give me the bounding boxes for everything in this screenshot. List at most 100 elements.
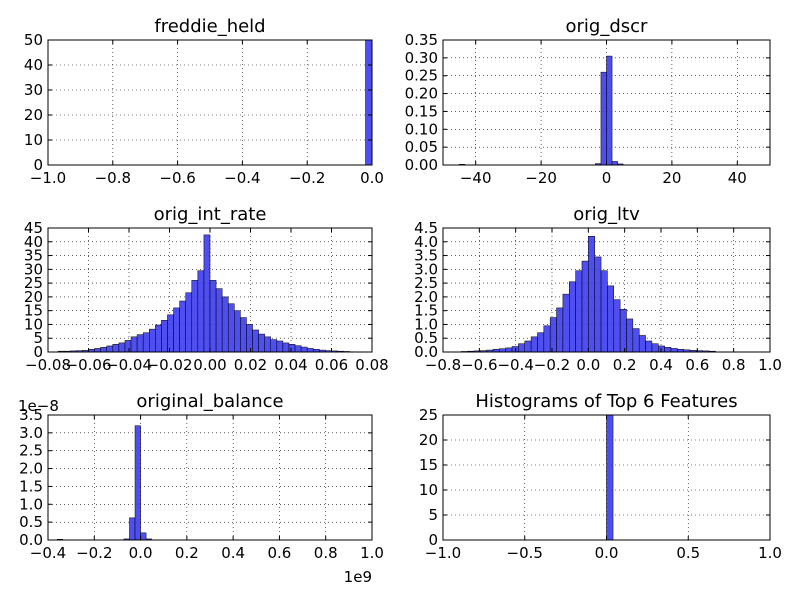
x-tick-label: −0.6 <box>461 356 497 374</box>
bars <box>57 426 151 540</box>
histogram-bar <box>518 344 524 352</box>
y-tick-label: 5 <box>428 506 438 524</box>
histogram-bar <box>639 335 645 352</box>
histogram-bar <box>259 334 265 352</box>
x-tick-label: −0.5 <box>507 544 543 562</box>
histogram-bar <box>265 337 271 352</box>
y-tick-label: 15 <box>419 456 438 474</box>
subplot-title: freddie_held <box>154 16 265 37</box>
histogram-bar <box>569 282 575 352</box>
x-tick-label: 0 <box>602 169 612 187</box>
axes-frame <box>48 40 372 165</box>
x-tick-label: −0.8 <box>95 169 131 187</box>
x-tick-label: −0.2 <box>534 356 570 374</box>
histogram-bar <box>576 271 582 352</box>
y-tick-label: 30 <box>24 81 43 99</box>
y-tick-label: 3.0 <box>19 424 43 442</box>
x-tick-label: −0.2 <box>289 169 325 187</box>
x-tick-label: 0.02 <box>234 356 267 374</box>
y-tick-label: 0.25 <box>405 67 438 85</box>
x-tick-label: 0.2 <box>175 544 199 562</box>
histogram-bar <box>234 311 240 352</box>
bars <box>58 235 356 352</box>
histogram-bar <box>620 309 626 352</box>
histogram-bar <box>366 40 372 165</box>
histogram-bar <box>204 235 210 352</box>
x-tick-label: 0.0 <box>595 544 619 562</box>
histogram-bar <box>595 257 601 352</box>
histogram-bar <box>131 337 137 352</box>
x-tick-label: 1.0 <box>758 356 782 374</box>
y-tick-label: 1.0 <box>19 495 43 513</box>
histogram-bar <box>271 340 277 352</box>
histogram-bar <box>143 333 149 352</box>
y-tick-label: 0.30 <box>405 49 438 67</box>
histogram-bar <box>180 301 186 352</box>
x-tick-label: 0.0 <box>576 356 600 374</box>
histogram-bar <box>601 271 607 352</box>
y-tick-label: 20 <box>419 431 438 449</box>
histogram-bar <box>544 326 550 352</box>
histogram-bar <box>652 344 658 352</box>
subplot-title: Histograms of Top 6 Features <box>475 391 737 412</box>
histogram-bar <box>607 56 613 165</box>
x-tick-label: −0.04 <box>106 356 152 374</box>
histogram-bar <box>186 293 192 352</box>
x-tick-label: −0.06 <box>66 356 112 374</box>
histogram-bar <box>210 280 216 352</box>
histogram-bar <box>135 426 141 540</box>
y-offset-label: 1e−8 <box>18 397 59 415</box>
histogram-bar <box>119 343 125 352</box>
histogram-bar <box>149 329 155 352</box>
y-tick-label: 0.0 <box>19 531 43 549</box>
x-tick-label: 0.6 <box>267 544 291 562</box>
x-tick-label: 1.0 <box>758 544 782 562</box>
gridlines <box>48 40 372 165</box>
histogram-bar <box>161 320 167 352</box>
histogram-bar <box>563 294 569 352</box>
histogram-bar <box>141 533 147 540</box>
x-tick-label: −0.6 <box>159 169 195 187</box>
histogram-bar <box>633 329 639 352</box>
histogram-bar <box>192 280 198 352</box>
x-tick-label: −0.02 <box>147 356 193 374</box>
subplot-title: orig_int_rate <box>154 204 267 225</box>
x-tick-label: 0.4 <box>221 544 245 562</box>
histogram-bar <box>557 308 563 352</box>
x-tick-label: 0.08 <box>355 356 388 374</box>
histogram-bar <box>506 348 512 352</box>
y-tick-label: 20 <box>24 106 43 124</box>
histogram-bar <box>107 346 113 352</box>
histogram-bar <box>646 341 652 352</box>
histogram-bar <box>295 346 301 352</box>
histogram-bar <box>101 347 107 352</box>
y-tick-label: 2.5 <box>19 442 43 460</box>
y-tick-label: 0.10 <box>405 120 438 138</box>
histogram-bar <box>277 341 283 352</box>
x-tick-label: −0.08 <box>25 356 71 374</box>
histogram-bar <box>246 324 252 352</box>
subplot-title: original_balance <box>136 391 283 412</box>
y-tick-label: 0.05 <box>405 138 438 156</box>
histogram-bar <box>607 415 614 540</box>
y-tick-label: 0 <box>33 156 43 174</box>
histogram-bar <box>198 271 204 352</box>
y-tick-label: 0.00 <box>405 156 438 174</box>
histogram-bar <box>537 333 543 352</box>
x-tick-label: −0.4 <box>224 169 260 187</box>
axes-frame <box>48 415 372 540</box>
bars <box>366 40 372 165</box>
histogram-bar <box>582 261 588 352</box>
histogram-bar <box>253 330 259 352</box>
histogram-bar <box>671 348 677 352</box>
bars <box>461 236 715 352</box>
histogram-bar <box>614 300 620 352</box>
histogram-bar <box>155 325 161 352</box>
